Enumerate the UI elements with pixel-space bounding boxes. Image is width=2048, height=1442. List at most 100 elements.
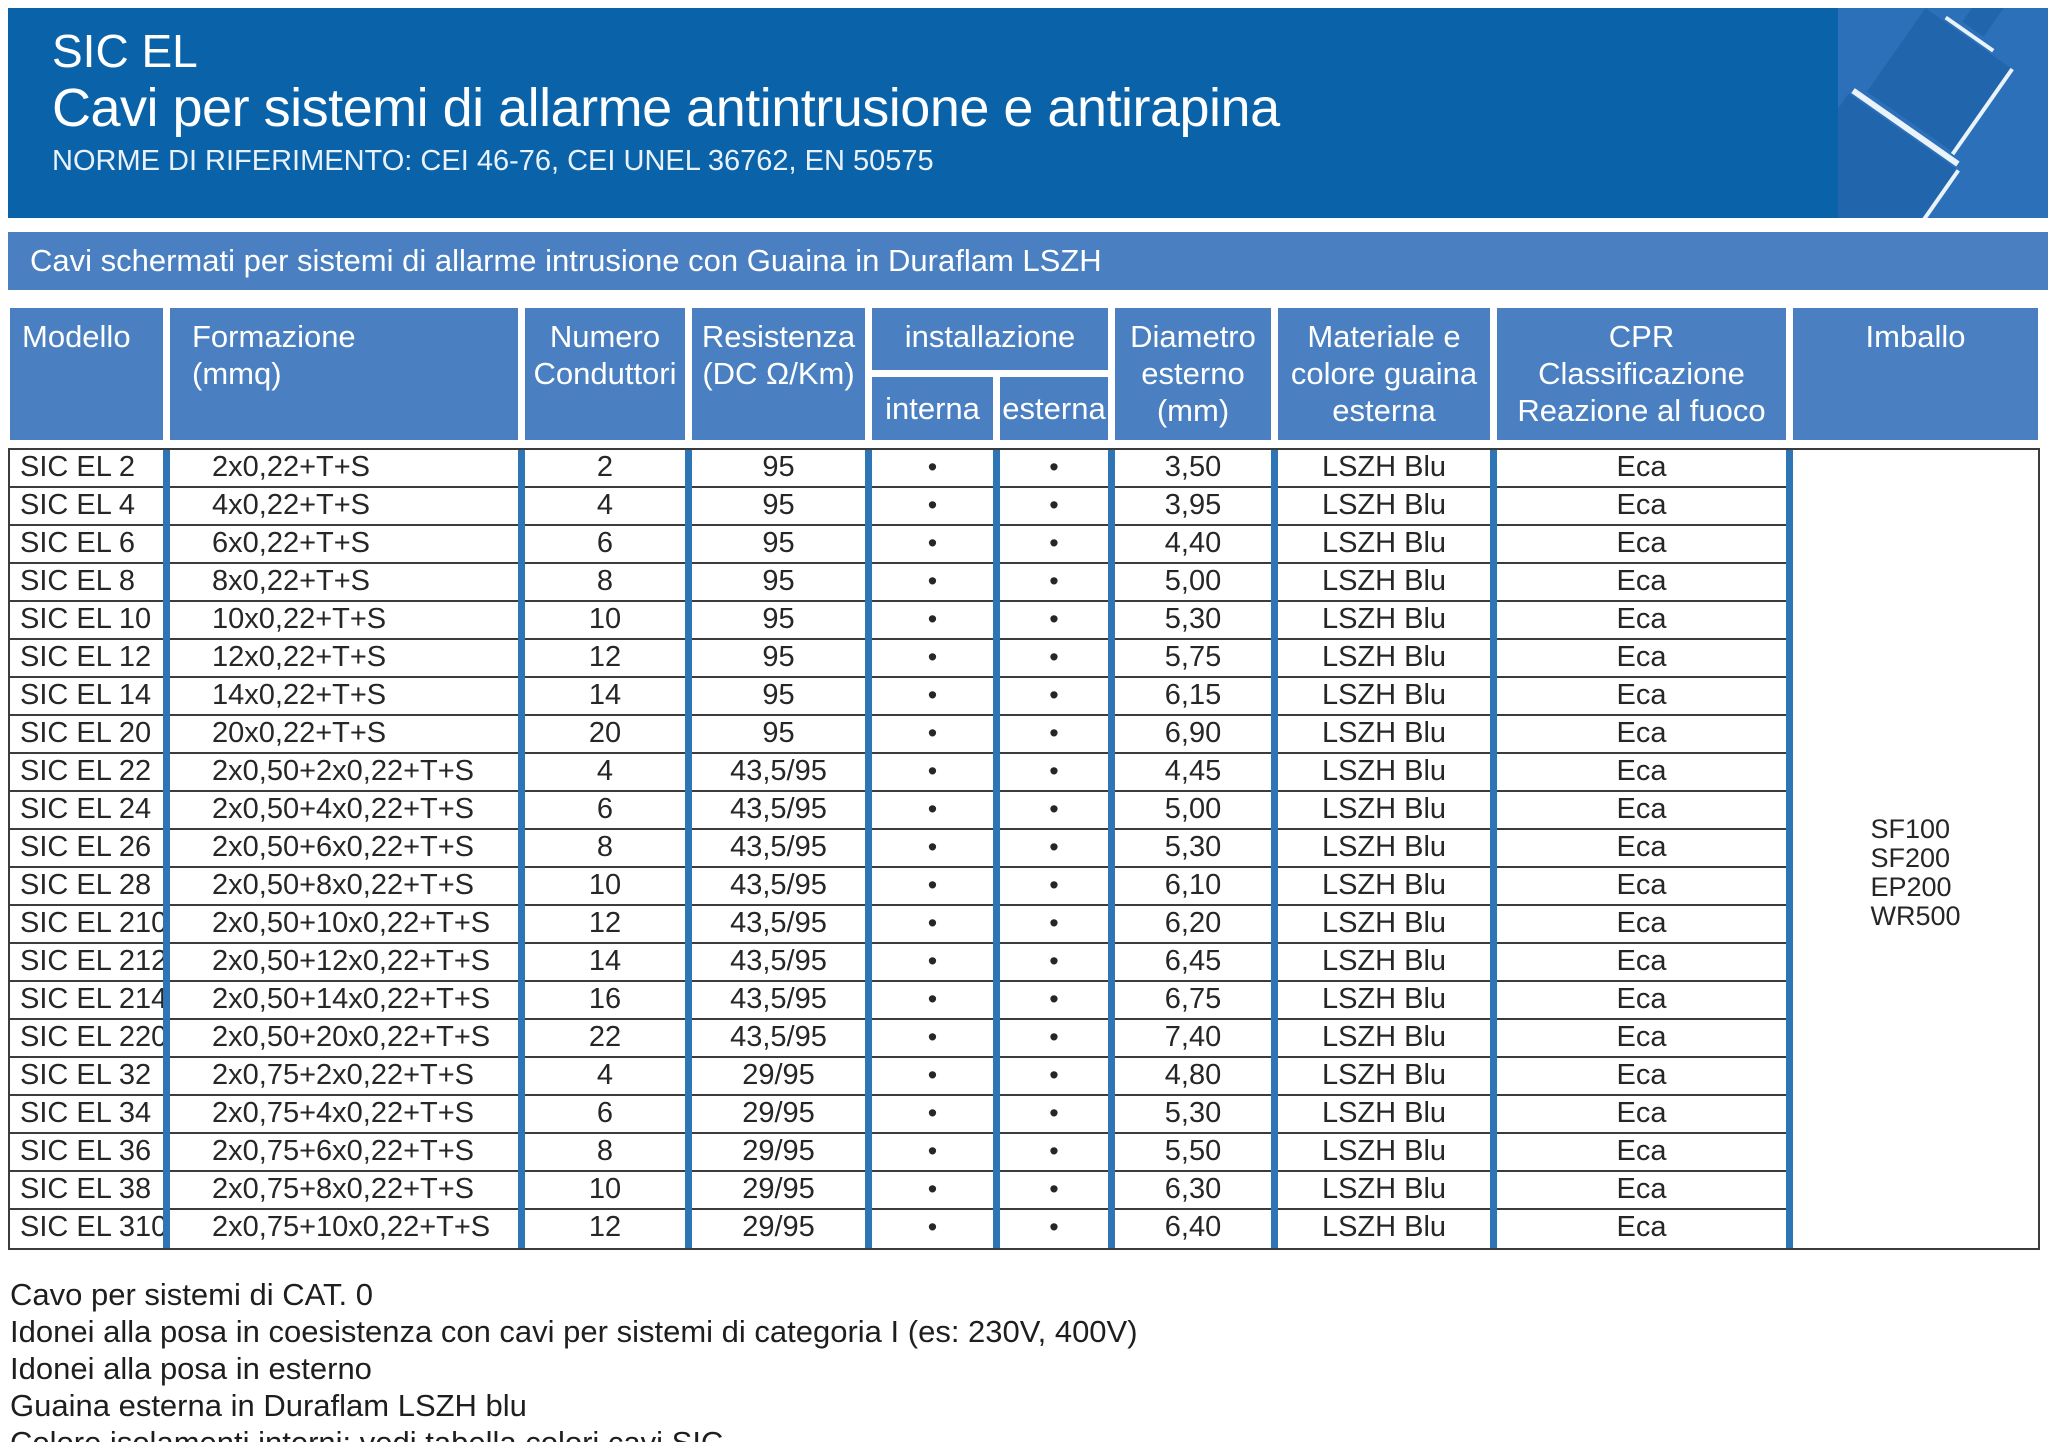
cell-diameter: 6,15 [1115,678,1271,716]
packaging-code: SF200 [1870,843,1951,873]
cell-cpr: Eca [1497,906,1786,944]
cell-cpr: Eca [1497,1096,1786,1134]
cell-model: SIC EL 14 [10,678,163,716]
cell-cpr: Eca [1497,792,1786,830]
cell-model: SIC EL 10 [10,602,163,640]
cell-diameter: 4,45 [1115,754,1271,792]
cell-resistance: 29/95 [692,1058,865,1096]
cell-sheath: LSZH Blu [1278,982,1490,1020]
section-banner-text: Cavi schermati per sistemi di allarme in… [30,243,1102,278]
cell-cpr: Eca [1497,1134,1786,1172]
cell-resistance: 95 [692,640,865,678]
cell-model: SIC EL 20 [10,716,163,754]
cell-formation: 2x0,50+2x0,22+T+S [170,754,518,792]
cell-install-esterna: • [1000,944,1108,982]
cell-imballo [1793,906,2038,944]
packaging-cell: SF100 SF200 EP200 WR500 [1791,448,2040,1250]
cell-diameter: 7,40 [1115,1020,1271,1058]
cell-install-interna: • [872,868,993,906]
cell-model: SIC EL 6 [10,526,163,564]
page-header: SIC EL Cavi per sistemi di allarme antin… [8,8,2048,218]
cell-formation: 2x0,75+4x0,22+T+S [170,1096,518,1134]
cell-sheath: LSZH Blu [1278,564,1490,602]
cell-resistance: 95 [692,678,865,716]
cell-imballo [1793,1020,2038,1058]
cell-cpr: Eca [1497,564,1786,602]
table-row: SIC EL 20 20x0,22+T+S 20 95 • • 6,90 LSZH Blu Ec… [10,716,2038,754]
cell-cpr: Eca [1497,526,1786,564]
table-header: Modello Formazione (mmq) Numero Condutto… [8,308,2040,440]
cell-cpr: Eca [1497,1020,1786,1058]
cell-install-interna: • [872,716,993,754]
column-header-imballo: Imballo [1793,308,2038,440]
cell-conductors: 12 [525,906,685,944]
cell-imballo [1793,944,2038,982]
cell-diameter: 5,30 [1115,602,1271,640]
cell-formation: 2x0,75+6x0,22+T+S [170,1134,518,1172]
cell-install-esterna: • [1000,830,1108,868]
cell-resistance: 43,5/95 [692,830,865,868]
cell-formation: 2x0,22+T+S [170,450,518,488]
cell-sheath: LSZH Blu [1278,754,1490,792]
table-row: SIC EL 210 2x0,50+10x0,22+T+S 12 43,5/95 • • 6… [10,906,2038,944]
cell-diameter: 6,20 [1115,906,1271,944]
table-row: SIC EL 32 2x0,75+2x0,22+T+S 4 29/95 • • 4,80 LS… [10,1058,2038,1096]
cell-model: SIC EL 38 [10,1172,163,1210]
cell-install-esterna: • [1000,1210,1108,1248]
cell-formation: 2x0,50+4x0,22+T+S [170,792,518,830]
cell-model: SIC EL 34 [10,1096,163,1134]
cell-formation: 2x0,75+2x0,22+T+S [170,1058,518,1096]
cell-conductors: 12 [525,1210,685,1248]
column-header-esterna: esterna [1000,377,1108,440]
cell-model: SIC EL 28 [10,868,163,906]
cell-resistance: 95 [692,450,865,488]
table-row: SIC EL 22 2x0,50+2x0,22+T+S 4 43,5/95 • • 4,45… [10,754,2038,792]
table-row: SIC EL 36 2x0,75+6x0,22+T+S 8 29/95 • • 5,50 LS… [10,1134,2038,1172]
page-title: Cavi per sistemi di allarme antintrusion… [52,77,1280,138]
cell-conductors: 14 [525,944,685,982]
cell-model: SIC EL 26 [10,830,163,868]
cell-cpr: Eca [1497,1058,1786,1096]
packaging-code: SF100 [1870,814,1951,844]
cell-formation: 2x0,50+8x0,22+T+S [170,868,518,906]
cell-formation: 6x0,22+T+S [170,526,518,564]
cell-sheath: LSZH Blu [1278,830,1490,868]
cell-install-esterna: • [1000,450,1108,488]
cell-sheath: LSZH Blu [1278,526,1490,564]
cell-model: SIC EL 214 [10,982,163,1020]
cell-diameter: 5,00 [1115,564,1271,602]
cell-formation: 20x0,22+T+S [170,716,518,754]
cell-install-esterna: • [1000,602,1108,640]
note-line: Idonei alla posa in esterno [10,1351,372,1386]
cell-diameter: 3,50 [1115,450,1271,488]
cell-imballo [1793,1058,2038,1096]
cell-resistance: 29/95 [692,1134,865,1172]
cell-conductors: 8 [525,1134,685,1172]
cell-sheath: LSZH Blu [1278,716,1490,754]
table-row: SIC EL 214 2x0,50+14x0,22+T+S 16 43,5/95 • • 6… [10,982,2038,1020]
cell-imballo [1793,754,2038,792]
cell-model: SIC EL 2 [10,450,163,488]
cell-conductors: 16 [525,982,685,1020]
cell-sheath: LSZH Blu [1278,450,1490,488]
cell-sheath: LSZH Blu [1278,868,1490,906]
table-row: SIC EL 12 12x0,22+T+S 12 95 • • 5,75 LSZH Blu Ec… [10,640,2038,678]
cell-install-interna: • [872,678,993,716]
column-header-materiale-guaina: Materiale e colore guaina esterna [1278,308,1490,440]
cell-install-interna: • [872,982,993,1020]
cell-install-interna: • [872,564,993,602]
cell-diameter: 6,90 [1115,716,1271,754]
cell-resistance: 43,5/95 [692,906,865,944]
cell-model: SIC EL 212 [10,944,163,982]
cell-formation: 8x0,22+T+S [170,564,518,602]
cell-resistance: 43,5/95 [692,868,865,906]
cell-install-esterna: • [1000,1096,1108,1134]
cell-model: SIC EL 4 [10,488,163,526]
table-row: SIC EL 8 8x0,22+T+S 8 95 • • 5,00 LSZH Blu Eca [10,564,2038,602]
cell-model: SIC EL 12 [10,640,163,678]
cell-sheath: LSZH Blu [1278,1058,1490,1096]
cell-model: SIC EL 220 [10,1020,163,1058]
cell-install-esterna: • [1000,1058,1108,1096]
cell-install-interna: • [872,1172,993,1210]
cell-model: SIC EL 36 [10,1134,163,1172]
